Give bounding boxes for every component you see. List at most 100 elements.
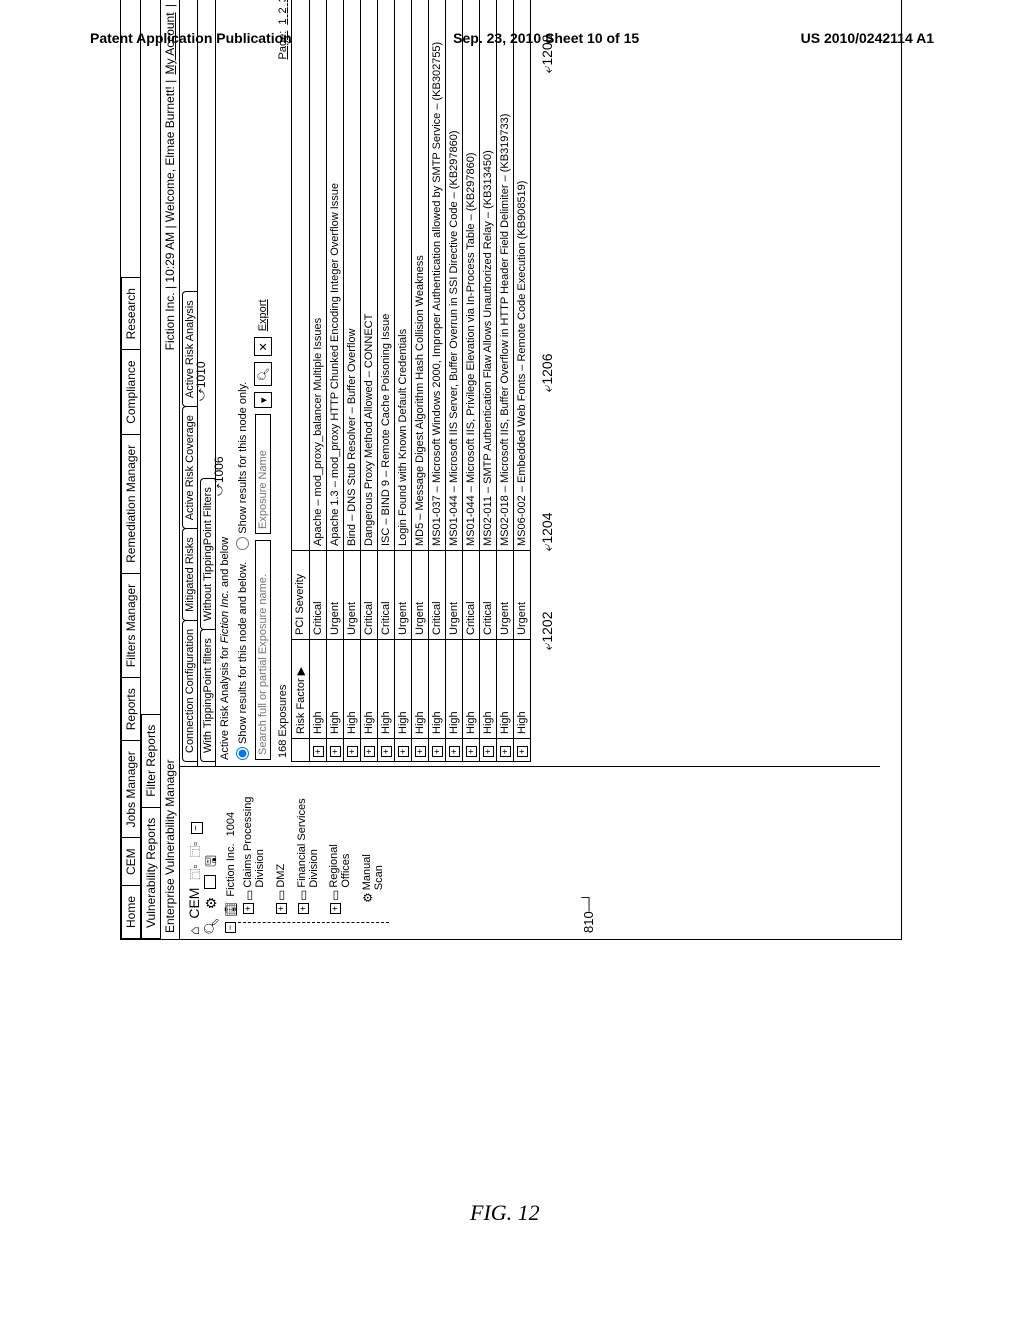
page-link[interactable]: 1 [277, 19, 289, 25]
cell-name: ISC – BIND 9 – Remote Cache Poisoning Is… [378, 0, 395, 551]
row-expand[interactable]: + [395, 739, 412, 762]
tree-label: RegionalOffices [328, 844, 352, 887]
col-name [292, 0, 310, 551]
col-expand [292, 739, 310, 762]
title-bar-info: Fiction Inc. | 10:29 AM | Welcome, Elmae… [163, 76, 177, 350]
content-area: ⌂ CEM ⿹▫ ⿹▫ − 🔍︎ ⚙︎ 🖫︎ − 🏢︎ Fiction Inc.… [180, 0, 880, 939]
main-tab[interactable]: Home [121, 885, 140, 939]
expand-icon[interactable]: + [276, 903, 287, 914]
tree-node[interactable]: +▭RegionalOffices [324, 769, 356, 914]
main-tab[interactable]: Reports [121, 677, 140, 741]
sidebar: ⌂ CEM ⿹▫ ⿹▫ − 🔍︎ ⚙︎ 🖫︎ − 🏢︎ Fiction Inc.… [180, 766, 880, 939]
radio-below-input[interactable] [236, 747, 249, 760]
cell-pci: Critical [463, 551, 480, 640]
table-row: +HighCriticalISC – BIND 9 – Remote Cache… [378, 0, 395, 762]
cell-name: Login Found with Known Default Credentia… [395, 0, 412, 551]
row-expand[interactable]: + [514, 739, 531, 762]
main-tab[interactable]: Jobs Manager [121, 740, 140, 838]
exposure-name-input[interactable] [255, 414, 271, 534]
main-tab[interactable]: Compliance [121, 349, 140, 434]
cell-name: Dangerous Proxy Method Allowed – CONNECT [361, 0, 378, 551]
gear-icon[interactable]: ⚙︎ [203, 897, 220, 910]
title-bar-right: Fiction Inc. | 10:29 AM | Welcome, Elmae… [163, 0, 177, 350]
table-row: +HighCriticalMS01-044 – Microsoft IIS, P… [463, 0, 480, 762]
page-link[interactable]: 3 [277, 0, 289, 2]
sub-tab[interactable]: Filter Reports [141, 714, 160, 808]
filter-tab[interactable]: Without TippingPoint Filters [200, 478, 215, 630]
row-expand[interactable]: + [497, 739, 514, 762]
cell-risk: High [344, 640, 361, 739]
row-expand[interactable]: + [446, 739, 463, 762]
clear-button[interactable]: ✕ [254, 337, 272, 356]
table-row: +HighUrgentMS06-002 – Embedded Web Fonts… [514, 0, 531, 762]
cell-pci: Urgent [395, 551, 412, 640]
col-pci[interactable]: PCI Severity [292, 551, 310, 640]
row-expand[interactable]: + [463, 739, 480, 762]
row-expand[interactable]: + [361, 739, 378, 762]
dropdown-button[interactable]: ▾ [254, 392, 272, 408]
row-expand[interactable]: + [344, 739, 361, 762]
tree-node[interactable]: ⚙︎ManualScan [357, 769, 389, 914]
tree-node[interactable]: +▭DMZ [270, 769, 292, 914]
tree-root[interactable]: − 🏢︎ Fiction Inc. 1004 [224, 769, 238, 933]
gear-icon: ⚙︎ [361, 892, 375, 903]
count-pagination: 168 Exposures Page: 1 2 3 4 5 6 7 8 9 [275, 0, 291, 766]
row-expand[interactable]: + [412, 739, 429, 762]
minus-box-icon[interactable]: − [191, 822, 203, 834]
cell-risk: High [310, 640, 327, 739]
expand-icon[interactable]: + [330, 903, 341, 914]
main-tab[interactable]: Research [121, 277, 140, 350]
title-link[interactable]: My Account [163, 12, 177, 74]
collapse-icon[interactable]: − [225, 922, 236, 933]
cell-risk: High [412, 640, 429, 739]
main-tab[interactable]: Remediation Manager [121, 434, 140, 574]
cell-pci: Urgent [446, 551, 463, 640]
radio-node-only[interactable]: Show results for this node only. [236, 382, 249, 550]
table-row: +HighUrgentMD5 – Message Digest Algorith… [412, 0, 429, 762]
blank-box-icon[interactable] [204, 875, 216, 889]
row-expand[interactable]: + [378, 739, 395, 762]
sub-tab[interactable]: Vulnerability Reports [141, 807, 160, 939]
cell-name: MS02-011 – SMTP Authentication Flaw Allo… [480, 0, 497, 551]
export-link[interactable]: Export [257, 299, 269, 331]
bottom-callouts: ⤶1202 ⤶1204 ⤶1206 ⤶1208 [531, 0, 556, 766]
search-icon[interactable]: 🔍︎ [203, 917, 220, 935]
filter-tab[interactable]: With TippingPoint filters [200, 629, 215, 762]
exposure-count: 168 Exposures [277, 685, 289, 758]
callout-1206: ⤶1206 [539, 354, 556, 393]
page-link[interactable]: 2 [277, 7, 289, 13]
row-expand[interactable]: + [310, 739, 327, 762]
folder-icon: ▭ [274, 890, 288, 901]
tree-icon-2[interactable]: ⿹▫ [190, 842, 203, 857]
radio-node-below[interactable]: Show results for this node and below. [236, 562, 249, 760]
search-button[interactable]: 🔍︎ [254, 363, 272, 387]
tree-node[interactable]: +▭Financial ServicesDivision [292, 769, 324, 914]
panel-tab[interactable]: Active Risk Coverage [182, 406, 197, 529]
tree-root-label: Fiction Inc. [225, 843, 237, 896]
cell-name: Bind – DNS Stub Resolver – Buffer Overfl… [344, 0, 361, 551]
expand-icon[interactable]: + [243, 903, 254, 914]
folder-icon: ▭ [242, 890, 256, 901]
save-icon[interactable]: 🖫︎ [203, 855, 220, 867]
main-tab[interactable]: Filters Manager [121, 573, 140, 678]
home-icon[interactable]: ⌂ [186, 927, 203, 935]
panel-tab[interactable]: Connection Configuration [182, 620, 197, 762]
tree-node[interactable]: +▭Claims ProcessingDivision [238, 769, 270, 914]
main-tab[interactable]: CEM [121, 837, 140, 886]
search-input[interactable] [255, 540, 271, 760]
page-label: Page: [277, 31, 289, 60]
callout-1006: ⤻1006 [212, 456, 227, 496]
panel-tab[interactable]: Mitigated Risks [182, 528, 197, 621]
cell-pci: Critical [361, 551, 378, 640]
row-expand[interactable]: + [429, 739, 446, 762]
expand-icon[interactable]: + [298, 903, 309, 914]
table-row: +HighCriticalMS01-037 – Microsoft Window… [429, 0, 446, 762]
row-expand[interactable]: + [327, 739, 344, 762]
radio-only-input[interactable] [236, 537, 249, 550]
col-risk[interactable]: Risk Factor ▶ [292, 640, 310, 739]
cell-pci: Urgent [327, 551, 344, 640]
callout-1208: ⤶1208 [539, 35, 556, 74]
cell-name: MS01-037 – Microsoft Windows 2000, Impro… [429, 0, 446, 551]
tree-icon[interactable]: ⿹▫ [190, 865, 203, 880]
row-expand[interactable]: + [480, 739, 497, 762]
